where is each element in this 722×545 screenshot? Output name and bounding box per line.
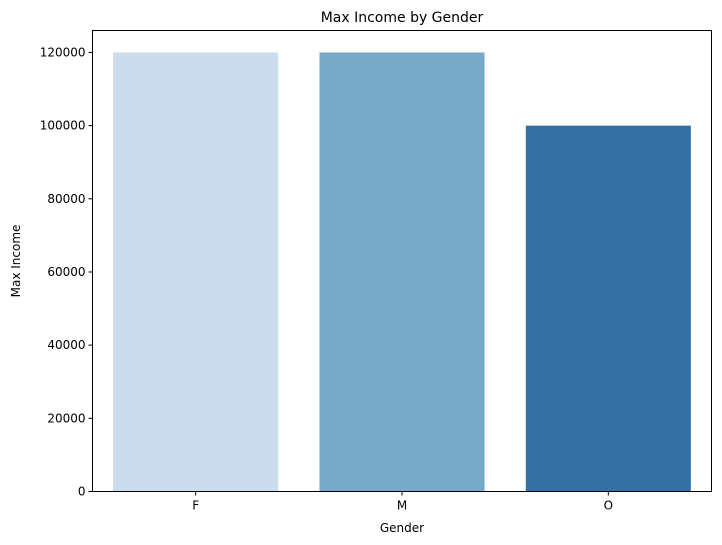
bar-f (113, 52, 279, 492)
y-axis-ticks: 0 20000 40000 60000 80000 100000 120000 (40, 45, 93, 499)
y-tick-label: 120000 (40, 45, 86, 59)
x-axis-label: Gender (380, 521, 424, 535)
y-tick-label: 20000 (47, 411, 85, 425)
plot-frame (92, 30, 712, 492)
bars-group (113, 52, 691, 492)
y-tick-label: 80000 (47, 192, 85, 206)
y-axis-label: Max Income (9, 225, 23, 298)
y-tick-label: 100000 (40, 119, 86, 133)
x-tick-label: F (192, 499, 199, 513)
x-tick-label: O (604, 499, 613, 513)
y-tick-label: 0 (78, 485, 86, 499)
y-tick-label: 40000 (47, 338, 85, 352)
x-tick-label: M (397, 499, 407, 513)
bar-o (525, 125, 691, 492)
y-tick-label: 60000 (47, 265, 85, 279)
bar-m (319, 52, 485, 492)
chart-title: Max Income by Gender (321, 10, 484, 26)
